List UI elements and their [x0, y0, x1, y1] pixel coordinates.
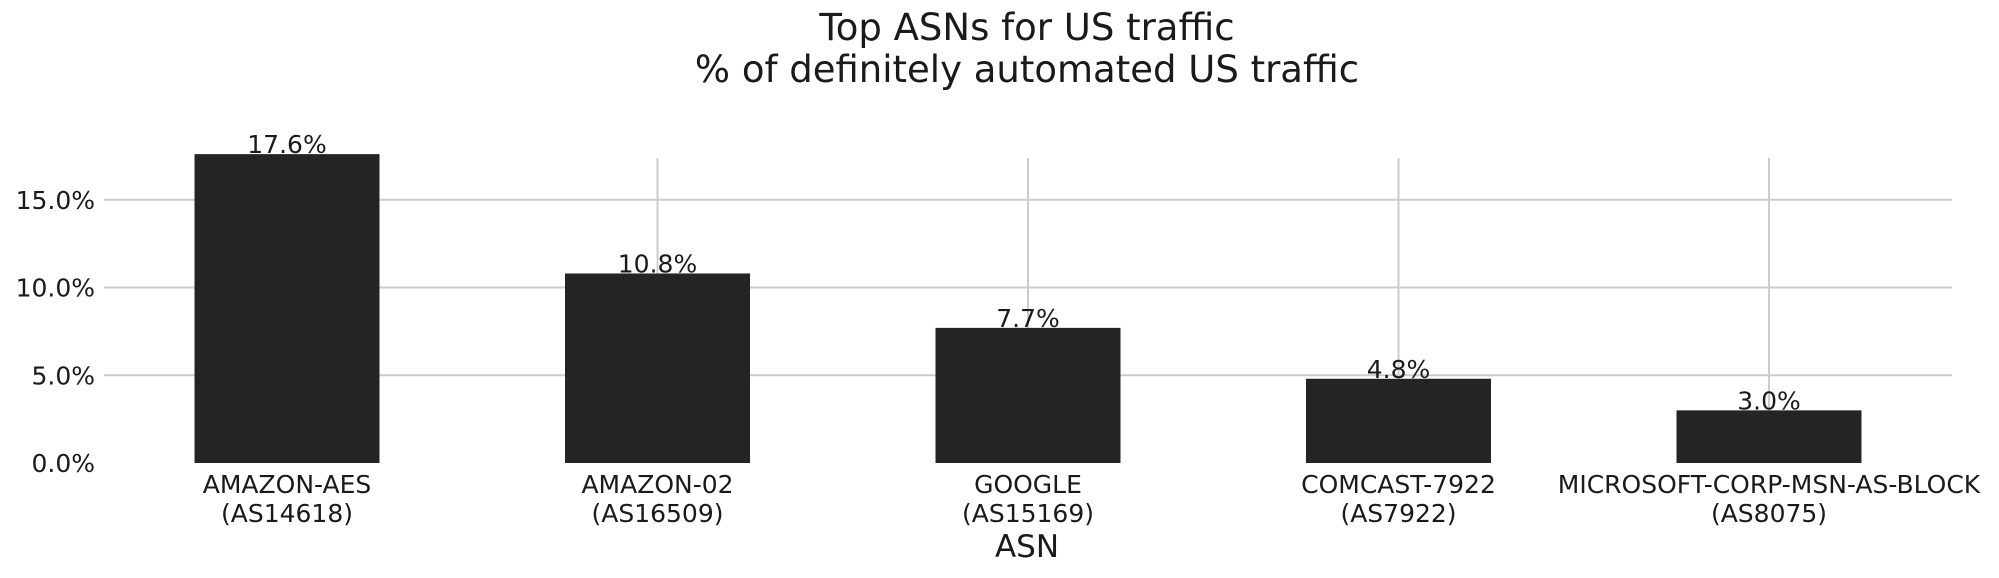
bar-value-label: 4.8%: [1367, 355, 1431, 384]
chart-subtitle: % of definitely automated US traffic: [695, 48, 1359, 91]
x-axis-label: ASN: [995, 529, 1059, 565]
y-tick-label: 5.0%: [31, 361, 95, 390]
y-tick-label: 10.0%: [16, 274, 95, 303]
x-tick-label: AMAZON-AES: [203, 470, 372, 499]
y-tick-label: 0.0%: [31, 449, 95, 478]
y-tick-label: 15.0%: [16, 186, 95, 215]
bar-value-label: 7.7%: [996, 304, 1060, 333]
y-tick-labels: 0.0% 5.0% 10.0% 15.0%: [16, 186, 95, 478]
bar: [1306, 378, 1491, 463]
bar: [1676, 410, 1862, 463]
x-tick-label: (AS8075): [1711, 499, 1827, 528]
bar: [935, 327, 1121, 463]
bar-value-label: 17.6%: [247, 130, 326, 159]
chart-title: Top ASNs for US traffic: [818, 6, 1234, 49]
x-tick-label: (AS15169): [962, 499, 1094, 528]
bar-value-label: 3.0%: [1737, 386, 1801, 415]
x-tick-label: AMAZON-02: [581, 470, 733, 499]
x-tick-labels: AMAZON-AES(AS14618) AMAZON-02(AS16509) GOO…: [203, 470, 1981, 528]
bar-value-labels: 17.6% 10.8% 7.7% 4.8% 3.0%: [247, 130, 1800, 415]
x-tick-label: COMCAST-7922: [1301, 470, 1496, 499]
x-tick-label: (AS14618): [221, 499, 353, 528]
bar-layer: [194, 154, 1862, 463]
bar-value-label: 10.8%: [618, 249, 697, 278]
x-tick-label: (AS7922): [1340, 499, 1456, 528]
x-tick-label: (AS16509): [591, 499, 723, 528]
x-tick-label: MICROSOFT-CORP-MSN-AS-BLOCK: [1558, 470, 1981, 499]
x-tick-label: GOOGLE: [974, 470, 1082, 499]
bar: [194, 154, 380, 463]
bar: [565, 273, 750, 463]
